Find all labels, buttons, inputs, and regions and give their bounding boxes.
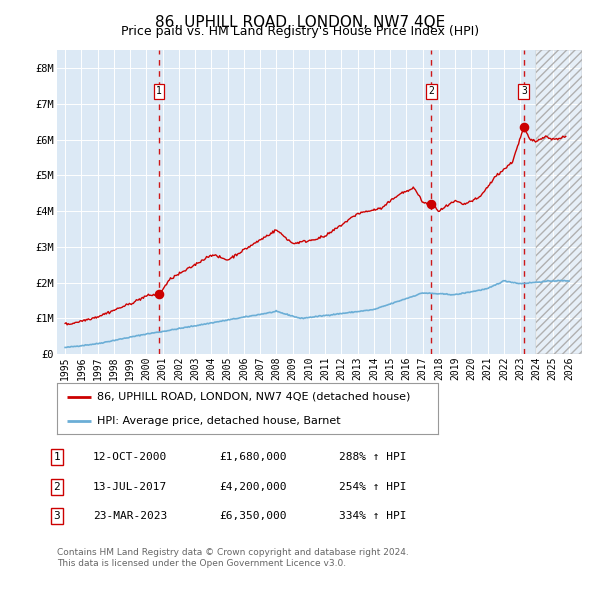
Text: 334% ↑ HPI: 334% ↑ HPI — [339, 512, 407, 521]
Text: £6,350,000: £6,350,000 — [219, 512, 287, 521]
Text: 1: 1 — [53, 453, 61, 462]
Text: 12-OCT-2000: 12-OCT-2000 — [93, 453, 167, 462]
Text: 86, UPHILL ROAD, LONDON, NW7 4QE (detached house): 86, UPHILL ROAD, LONDON, NW7 4QE (detach… — [97, 392, 410, 402]
Text: 288% ↑ HPI: 288% ↑ HPI — [339, 453, 407, 462]
Text: £4,200,000: £4,200,000 — [219, 482, 287, 491]
Text: HPI: Average price, detached house, Barnet: HPI: Average price, detached house, Barn… — [97, 415, 341, 425]
Text: 254% ↑ HPI: 254% ↑ HPI — [339, 482, 407, 491]
Text: 3: 3 — [53, 512, 61, 521]
Text: 2: 2 — [53, 482, 61, 491]
Text: 23-MAR-2023: 23-MAR-2023 — [93, 512, 167, 521]
Text: Contains HM Land Registry data © Crown copyright and database right 2024.: Contains HM Land Registry data © Crown c… — [57, 548, 409, 556]
Text: 13-JUL-2017: 13-JUL-2017 — [93, 482, 167, 491]
Text: 86, UPHILL ROAD, LONDON, NW7 4QE: 86, UPHILL ROAD, LONDON, NW7 4QE — [155, 15, 445, 30]
Text: 2: 2 — [428, 86, 434, 96]
Point — [519, 122, 529, 132]
Point — [427, 199, 436, 209]
Text: This data is licensed under the Open Government Licence v3.0.: This data is licensed under the Open Gov… — [57, 559, 346, 568]
Text: £1,680,000: £1,680,000 — [219, 453, 287, 462]
Text: 3: 3 — [521, 86, 527, 96]
Text: 1: 1 — [156, 86, 162, 96]
Text: Price paid vs. HM Land Registry's House Price Index (HPI): Price paid vs. HM Land Registry's House … — [121, 25, 479, 38]
Point — [154, 289, 164, 299]
